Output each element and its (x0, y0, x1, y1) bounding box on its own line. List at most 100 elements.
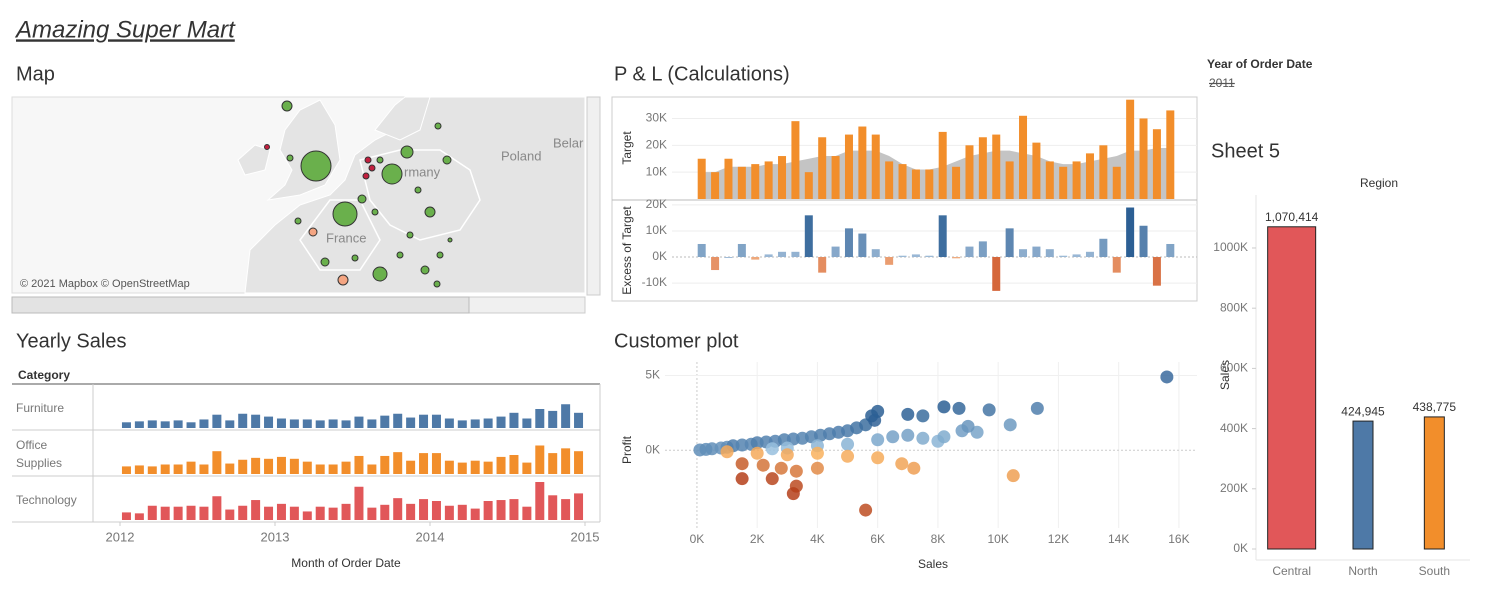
scroll-thumb[interactable] (11, 296, 470, 314)
x-tick-label: 4K (810, 532, 825, 546)
bar (276, 418, 286, 428)
map-point (320, 257, 330, 267)
bar (212, 496, 222, 520)
bar (844, 228, 853, 258)
bar (199, 419, 209, 428)
bar (1152, 129, 1161, 199)
map-points-small-loss (308, 227, 349, 286)
scatter-point (886, 430, 900, 444)
map-point (286, 154, 294, 162)
scatter-point (1006, 469, 1020, 483)
bar (251, 414, 261, 428)
map-place: Belar (553, 135, 584, 150)
bar (186, 505, 196, 520)
bar (737, 166, 746, 199)
scatter-point (871, 451, 885, 465)
bar (1085, 251, 1094, 258)
map-point (447, 237, 453, 243)
bar (186, 461, 196, 474)
scatter-point (810, 446, 824, 460)
bar (1099, 238, 1108, 258)
x-tick-label: 2015 (571, 529, 600, 544)
bar (147, 505, 157, 520)
bar (315, 464, 325, 474)
scatter-point (916, 409, 930, 423)
map-scrollbar[interactable] (586, 96, 601, 296)
bar (367, 419, 377, 428)
map-point (351, 254, 359, 262)
bar (160, 464, 170, 474)
map-point (264, 144, 270, 150)
bar (419, 499, 429, 520)
bar (431, 414, 441, 428)
bar (1423, 416, 1445, 550)
bar (1166, 110, 1175, 199)
bar (276, 456, 286, 474)
filter-value[interactable]: 2011 (1209, 76, 1235, 90)
panel-frame (611, 96, 1198, 302)
y-tick-label: 0K (645, 442, 660, 456)
sheet-title: Customer plot (614, 330, 739, 352)
map[interactable]: Poland Belar rmany France © 2021 Mapbox … (11, 96, 586, 294)
scatter-point (750, 446, 764, 460)
bar (509, 499, 519, 520)
bar (1126, 99, 1135, 199)
x-tick-label: 0K (690, 532, 705, 546)
scatter-point (1030, 401, 1044, 415)
bar (173, 506, 183, 520)
map-land (237, 144, 271, 176)
bar (561, 448, 571, 474)
x-tick-label: 8K (931, 532, 946, 546)
scatter-point (952, 401, 966, 415)
map-attribution[interactable]: © 2021 Mapbox © OpenStreetMap (20, 278, 190, 290)
bar (992, 134, 1001, 199)
bar (574, 412, 584, 428)
scatter-point (865, 409, 879, 423)
x-tick-label: 2013 (261, 529, 290, 544)
bar (302, 461, 312, 474)
map-points (281, 100, 453, 288)
bar (844, 134, 853, 199)
bar (711, 257, 720, 271)
bar (818, 137, 827, 199)
bar (251, 500, 261, 520)
bar (804, 172, 813, 199)
bar (1267, 226, 1317, 550)
bar (393, 498, 403, 520)
y-tick-label: 0K (652, 249, 667, 263)
bar (1005, 228, 1014, 258)
y-axis-label: Excess of Target (620, 206, 634, 295)
bar (535, 409, 545, 428)
bar (406, 460, 416, 474)
bar (1139, 118, 1148, 199)
bar (885, 161, 894, 199)
dashboard-title: Amazing Super Mart (14, 16, 236, 43)
bar (496, 456, 506, 474)
bar (778, 156, 787, 199)
bar (444, 460, 454, 474)
bar (898, 255, 907, 258)
map-point (406, 231, 414, 239)
bar (315, 506, 325, 520)
scatter-point (765, 442, 779, 456)
map-point (434, 122, 442, 130)
x-tick-label: 2012 (106, 529, 135, 544)
bar (289, 506, 299, 520)
bar (264, 458, 274, 474)
scatter-point (1160, 370, 1174, 384)
scatter-point (841, 437, 855, 451)
column-header: Region (1360, 176, 1398, 190)
map-point (371, 208, 379, 216)
bar (1019, 115, 1028, 199)
x-tick-label: 14K (1108, 532, 1129, 546)
bar (898, 164, 907, 199)
bar (470, 460, 480, 474)
map-point (396, 251, 404, 259)
bar (871, 134, 880, 199)
bar (697, 243, 706, 258)
bar (952, 166, 961, 199)
bar (938, 215, 947, 258)
bar (341, 420, 351, 428)
bar (419, 453, 429, 474)
bar (302, 419, 312, 428)
